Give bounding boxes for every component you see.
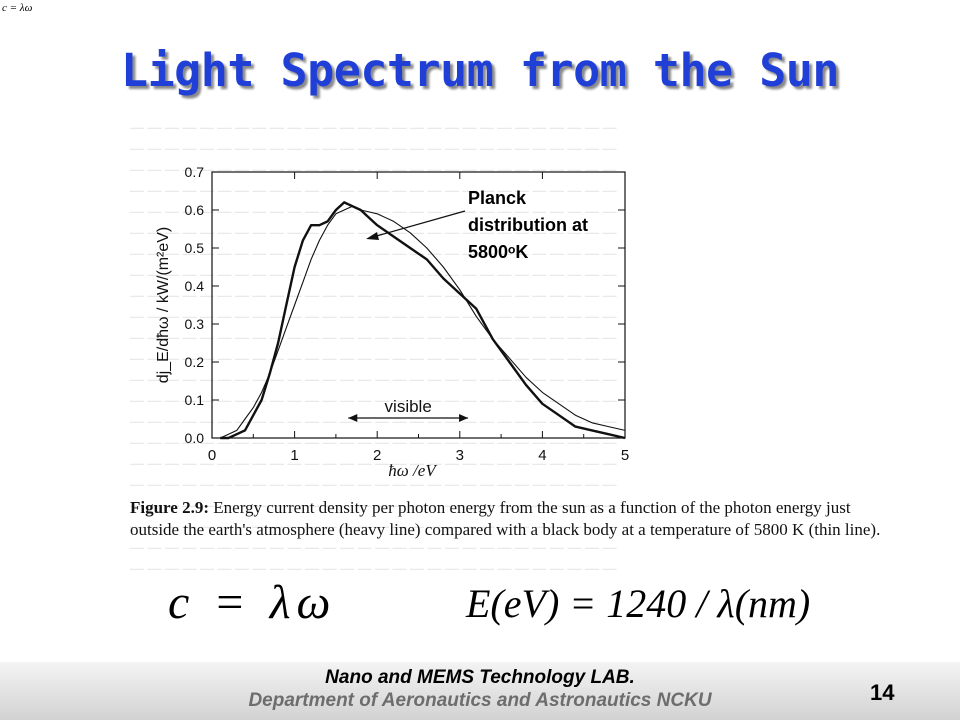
x-tick-label: 1 [290, 447, 298, 464]
caption-label: Figure 2.9: [130, 498, 210, 517]
y-tick-label: 0.1 [185, 392, 205, 408]
planck-annotation-arrow [372, 210, 466, 238]
visible-band-arrow-left [348, 414, 358, 422]
x-tick-label: 2 [373, 447, 381, 464]
planck-annotation-line: Planck [468, 188, 527, 208]
chart-marks [220, 201, 626, 440]
x-tick-label: 0 [208, 447, 216, 464]
figure-caption: Figure 2.9: Energy current density per p… [130, 497, 890, 541]
visible-band-label: visible [385, 397, 432, 416]
x-tick-label: 5 [621, 447, 629, 464]
y-tick-label: 0.7 [185, 164, 205, 180]
wave-speed-formula: c = λω [168, 576, 337, 629]
y-tick-label: 0.6 [185, 202, 205, 218]
planck-annotation-line: distribution at [468, 215, 588, 235]
slide-title: Light Spectrum from the Sun [121, 44, 840, 97]
visible-band-arrow-right [459, 414, 469, 422]
x-tick-label: 4 [538, 447, 546, 464]
y-tick-label: 0.0 [185, 430, 205, 446]
planck-blackbody-line [220, 205, 626, 439]
planck-annotation-arrowhead [366, 232, 379, 240]
footer-bar [0, 662, 960, 720]
y-tick-label: 0.2 [185, 354, 205, 370]
chart-labels: 0 1 2 3 4 5 0.0 0.1 0.2 0.3 0.4 0.5 0.6 0.7 ħω /eV dj_E… [155, 164, 629, 480]
page-number: 14 [870, 680, 895, 705]
department-name: Department of Aeronautics and Astronauti… [248, 690, 712, 711]
corner-equation: c = λω [2, 2, 33, 14]
lab-name: Nano and MEMS Technology LAB. [325, 667, 635, 688]
y-axis-label: dj_E/dħω / kW/(m²eV) [155, 227, 172, 384]
y-tick-label: 0.5 [185, 240, 205, 256]
chart-axes [211, 171, 626, 439]
x-tick-label: 3 [456, 447, 464, 464]
y-tick-label: 0.3 [185, 316, 205, 332]
caption-text: Energy current density per photon energy… [130, 498, 881, 539]
planck-annotation-line: 5800ᵒK [468, 242, 528, 262]
photon-energy-formula: E(eV) = 1240 / λ(nm) [466, 581, 811, 626]
y-tick-label: 0.4 [185, 278, 205, 294]
x-axis-label: ħω /eV [388, 461, 438, 480]
